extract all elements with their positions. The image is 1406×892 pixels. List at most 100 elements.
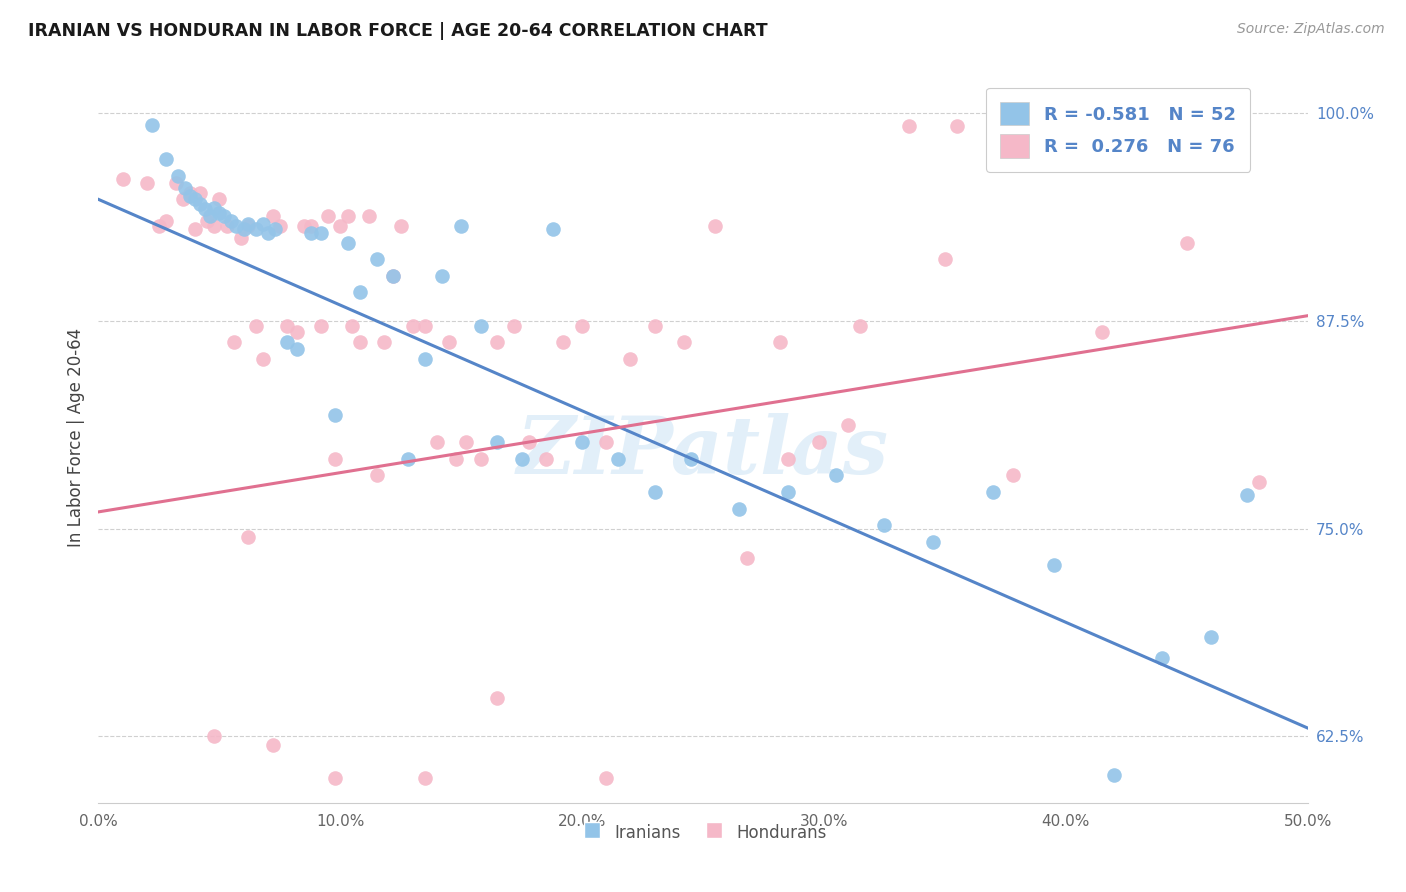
Point xyxy=(204,201,226,215)
Point xyxy=(551,335,574,350)
Point xyxy=(229,230,252,244)
Point xyxy=(208,205,231,219)
Point xyxy=(215,219,238,233)
Point xyxy=(256,226,278,240)
Point xyxy=(155,214,177,228)
Point xyxy=(808,435,831,450)
Point xyxy=(269,219,291,233)
Point xyxy=(470,451,492,466)
Point xyxy=(1199,630,1222,644)
Text: ZIPatlas: ZIPatlas xyxy=(517,413,889,491)
Point xyxy=(619,351,641,366)
Point xyxy=(309,318,332,333)
Point xyxy=(382,268,405,283)
Point xyxy=(292,219,315,233)
Point xyxy=(849,318,872,333)
Point xyxy=(299,226,322,240)
Point xyxy=(510,451,533,466)
Point xyxy=(245,222,267,236)
Point xyxy=(329,219,352,233)
Point xyxy=(825,468,848,483)
Point xyxy=(188,186,211,200)
Text: IRANIAN VS HONDURAN IN LABOR FORCE | AGE 20-64 CORRELATION CHART: IRANIAN VS HONDURAN IN LABOR FORCE | AGE… xyxy=(28,22,768,40)
Point xyxy=(208,192,231,206)
Point xyxy=(769,335,792,350)
Point xyxy=(172,192,194,206)
Point xyxy=(728,501,751,516)
Point xyxy=(446,451,468,466)
Point xyxy=(486,691,509,706)
Point xyxy=(111,172,134,186)
Point xyxy=(679,451,702,466)
Point xyxy=(188,197,211,211)
Y-axis label: In Labor Force | Age 20-64: In Labor Force | Age 20-64 xyxy=(66,327,84,547)
Point xyxy=(366,252,388,267)
Point xyxy=(776,451,799,466)
Point xyxy=(934,252,956,267)
Point xyxy=(342,318,364,333)
Point xyxy=(221,214,243,228)
Point xyxy=(212,209,235,223)
Point xyxy=(252,217,274,231)
Point xyxy=(1175,235,1198,250)
Point xyxy=(336,235,359,250)
Point xyxy=(1001,468,1024,483)
Point xyxy=(195,214,218,228)
Point xyxy=(155,153,177,167)
Point xyxy=(776,484,799,499)
Point xyxy=(204,219,226,233)
Point xyxy=(285,326,308,340)
Point xyxy=(413,771,436,785)
Point xyxy=(204,729,226,743)
Point xyxy=(373,335,395,350)
Point xyxy=(541,222,564,236)
Legend: Iranians, Hondurans: Iranians, Hondurans xyxy=(574,815,832,849)
Point xyxy=(262,738,284,752)
Point xyxy=(644,318,666,333)
Point xyxy=(325,451,347,466)
Point xyxy=(946,119,969,133)
Point xyxy=(245,804,267,818)
Point xyxy=(135,176,157,190)
Point xyxy=(389,219,412,233)
Point xyxy=(184,222,207,236)
Point xyxy=(264,222,287,236)
Point xyxy=(921,534,943,549)
Point xyxy=(299,219,322,233)
Point xyxy=(534,451,557,466)
Point xyxy=(981,484,1004,499)
Point xyxy=(1091,326,1114,340)
Point xyxy=(349,285,371,300)
Point xyxy=(396,451,419,466)
Point xyxy=(704,219,727,233)
Point xyxy=(165,176,187,190)
Point xyxy=(413,318,436,333)
Point xyxy=(349,335,371,350)
Point xyxy=(430,268,453,283)
Point xyxy=(238,217,260,231)
Point xyxy=(198,209,221,223)
Point xyxy=(225,219,247,233)
Point xyxy=(672,335,695,350)
Point xyxy=(238,219,260,233)
Point xyxy=(607,451,630,466)
Point xyxy=(245,318,267,333)
Point xyxy=(571,435,593,450)
Point xyxy=(276,335,298,350)
Point xyxy=(1236,488,1258,502)
Point xyxy=(571,318,593,333)
Point xyxy=(1102,767,1125,781)
Point xyxy=(262,209,284,223)
Point xyxy=(252,351,274,366)
Point xyxy=(174,180,197,194)
Point xyxy=(179,186,201,200)
Point xyxy=(382,268,405,283)
Point xyxy=(1042,558,1064,573)
Point xyxy=(413,351,436,366)
Point xyxy=(402,318,425,333)
Point xyxy=(194,202,217,217)
Point xyxy=(837,418,859,433)
Point xyxy=(1152,651,1174,665)
Text: Source: ZipAtlas.com: Source: ZipAtlas.com xyxy=(1237,22,1385,37)
Point xyxy=(222,335,245,350)
